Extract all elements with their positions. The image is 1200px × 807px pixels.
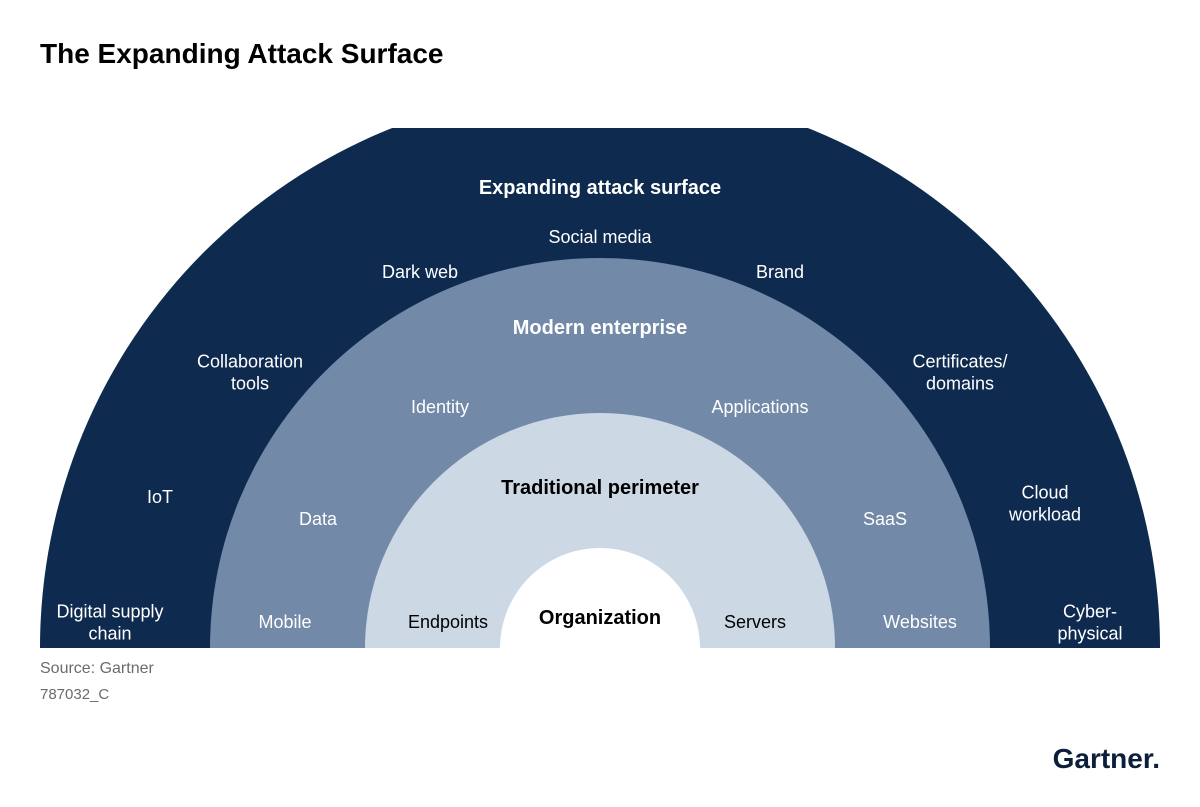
attack-surface-diagram: Expanding attack surface Digital supply c… [40, 128, 1160, 648]
ring-middle-item: Identity [411, 397, 469, 419]
ring-middle-item: Mobile [258, 612, 311, 634]
ring-outer-item: Certificates/ domains [912, 351, 1007, 394]
ring-title-middle: Modern enterprise [513, 316, 687, 340]
ring-outer-item: Collaboration tools [197, 351, 303, 394]
source-label: Source: Gartner [40, 660, 154, 678]
ring-inner-item: Endpoints [408, 612, 488, 634]
ring-outer-item: Cloud workload [1009, 482, 1081, 525]
page-title: The Expanding Attack Surface [40, 38, 444, 70]
document-id: 787032_C [40, 686, 109, 703]
ring-middle-item: Websites [883, 612, 957, 634]
ring-title-outer: Expanding attack surface [479, 176, 721, 200]
ring-outer-item: Brand [756, 262, 804, 284]
ring-title-inner: Traditional perimeter [501, 476, 699, 500]
ring-outer-item: Digital supply chain [56, 601, 163, 644]
ring-outer-item: Dark web [382, 262, 458, 284]
ring-outer-item: Social media [548, 227, 651, 249]
ring-middle-item: SaaS [863, 509, 907, 531]
ring-inner-item: Servers [724, 612, 786, 634]
ring-outer-item: IoT [147, 487, 173, 509]
ring-title-core: Organization [539, 606, 661, 630]
ring-middle-item: Data [299, 509, 337, 531]
ring-middle-item: Applications [711, 397, 808, 419]
brand-logo: Gartner. [1053, 743, 1160, 775]
ring-outer-item: Cyber- physical [1057, 601, 1122, 644]
